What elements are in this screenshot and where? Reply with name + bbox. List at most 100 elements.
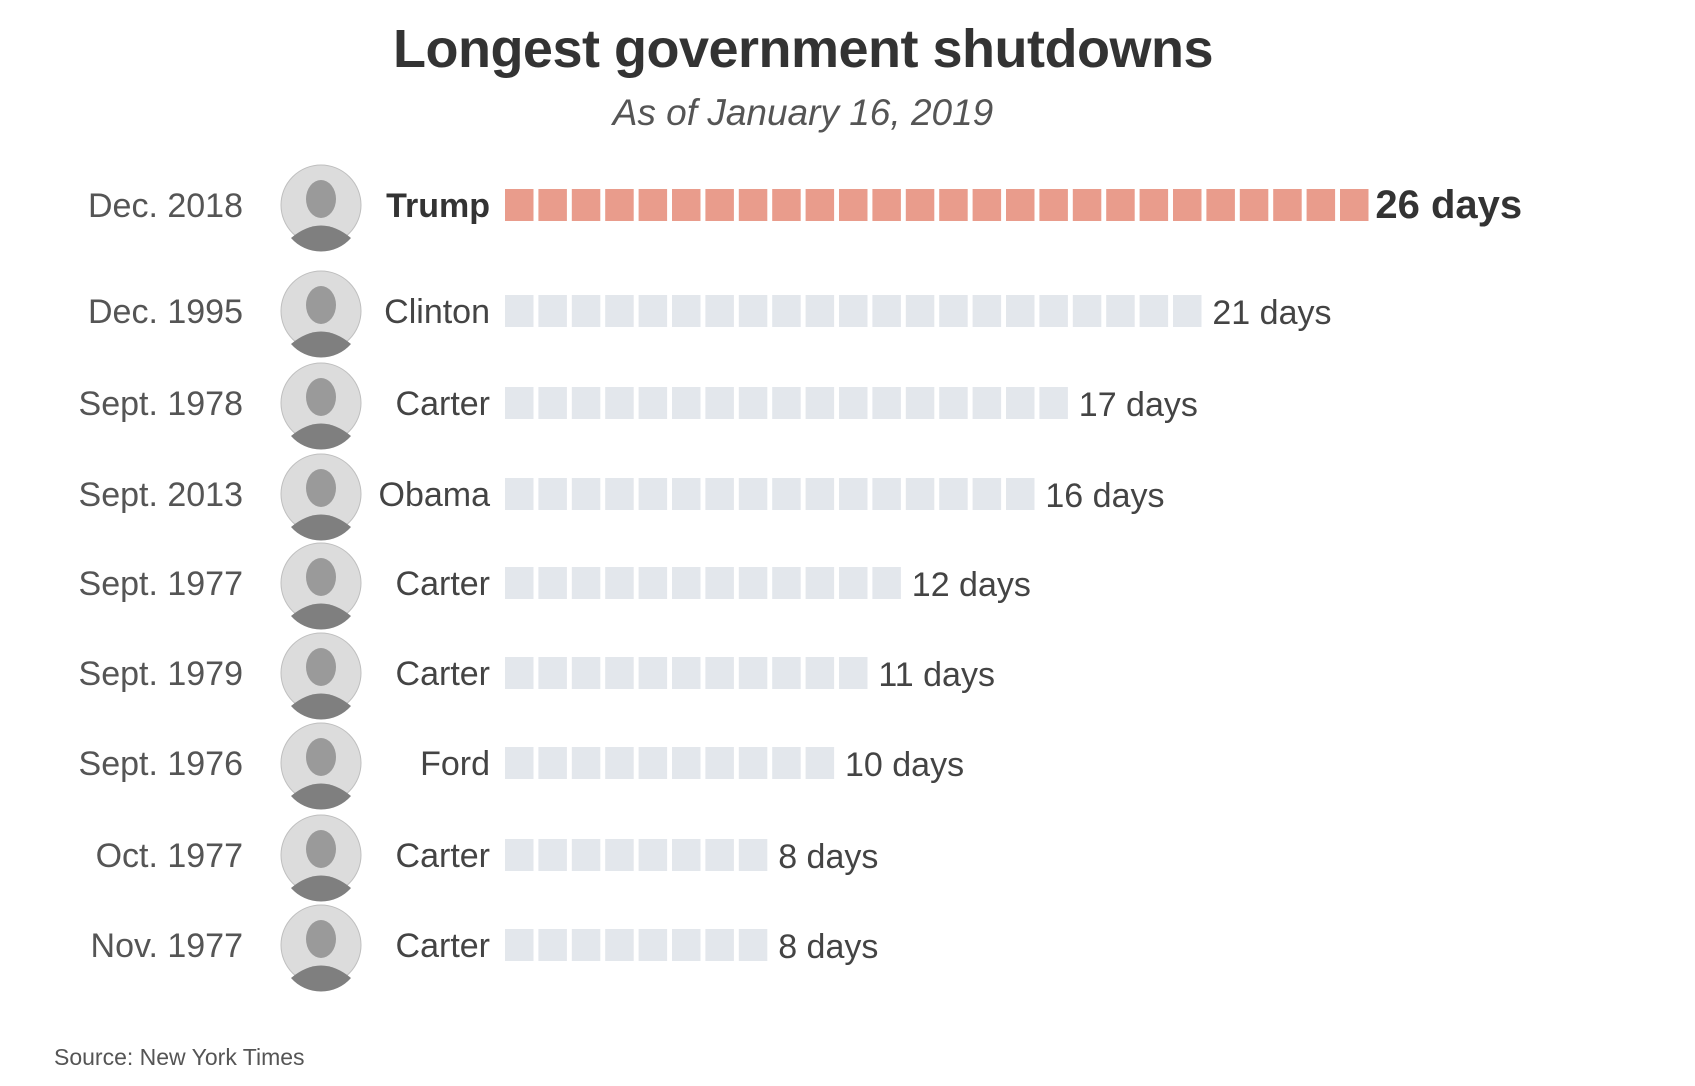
- day-block: [738, 189, 768, 221]
- bar-row: Dec. 2018 Trump 26 days: [88, 164, 1522, 252]
- portrait-shoulders: [291, 783, 351, 810]
- bar-row: Dec. 1995 Clinton 21 days: [88, 270, 1331, 358]
- day-block: [705, 839, 734, 871]
- day-block: [1006, 478, 1035, 510]
- portrait-head: [306, 920, 336, 958]
- portrait-shoulders: [291, 603, 351, 630]
- source-note: Source: New York Times: [54, 1044, 305, 1070]
- day-block: [972, 478, 1002, 510]
- portrait-head: [306, 738, 336, 776]
- president-portrait: [280, 632, 362, 720]
- day-block: [1273, 189, 1302, 221]
- day-block: [1072, 295, 1102, 327]
- day-block: [571, 747, 601, 779]
- day-block: [1106, 295, 1135, 327]
- day-block: [571, 567, 601, 599]
- day-block: [972, 295, 1002, 327]
- bar-row: Sept. 2013 Obama 16 days: [79, 453, 1164, 541]
- day-block: [705, 387, 734, 419]
- day-block: [638, 567, 668, 599]
- president-portrait: [280, 542, 362, 630]
- president-name: Carter: [396, 565, 490, 603]
- day-block: [805, 567, 835, 599]
- day-block: [1006, 295, 1035, 327]
- bar-row: Oct. 1977 Carter 8 days: [96, 814, 878, 902]
- day-block: [571, 657, 601, 689]
- day-block: [605, 295, 634, 327]
- row-date-label: Dec. 2018: [88, 187, 243, 225]
- portrait-shoulders: [291, 225, 351, 252]
- president-name: Trump: [386, 187, 490, 225]
- president-name: Clinton: [384, 293, 490, 331]
- day-block: [738, 747, 768, 779]
- row-date-label: Sept. 1978: [79, 385, 243, 423]
- president-portrait: [280, 164, 362, 252]
- day-block: [538, 747, 567, 779]
- day-block: [505, 839, 534, 871]
- day-block: [571, 295, 601, 327]
- row-date-label: Sept. 2013: [79, 476, 243, 514]
- value-label: 10 days: [845, 746, 964, 784]
- portrait-head: [306, 286, 336, 324]
- day-block: [772, 189, 801, 221]
- day-block: [638, 929, 668, 961]
- day-block: [538, 295, 567, 327]
- day-block: [972, 189, 1002, 221]
- value-label: 8 days: [778, 838, 878, 876]
- president-portrait: [280, 270, 362, 358]
- day-block: [805, 295, 835, 327]
- day-block: [672, 747, 701, 779]
- day-block: [772, 567, 801, 599]
- day-block: [905, 295, 935, 327]
- value-label: 11 days: [878, 656, 995, 694]
- day-block: [839, 478, 868, 510]
- row-date-label: Sept. 1977: [79, 565, 243, 603]
- president-portrait: [280, 362, 362, 450]
- day-block: [805, 478, 835, 510]
- portrait-shoulders: [291, 965, 351, 992]
- day-block: [605, 929, 634, 961]
- president-name: Obama: [379, 476, 491, 514]
- day-block: [605, 839, 634, 871]
- day-block: [505, 657, 534, 689]
- day-block: [605, 478, 634, 510]
- day-block: [839, 387, 868, 419]
- day-block: [605, 189, 634, 221]
- value-label: 17 days: [1079, 386, 1198, 424]
- day-block: [1006, 189, 1035, 221]
- row-date-label: Nov. 1977: [91, 927, 243, 965]
- portrait-shoulders: [291, 331, 351, 358]
- day-block: [872, 478, 901, 510]
- day-block: [505, 387, 534, 419]
- day-block: [605, 747, 634, 779]
- day-block: [905, 478, 935, 510]
- day-block: [1106, 189, 1135, 221]
- day-block: [605, 387, 634, 419]
- day-block: [939, 189, 968, 221]
- day-block: [738, 567, 768, 599]
- day-block: [571, 478, 601, 510]
- president-name: Ford: [420, 745, 490, 783]
- row-date-label: Oct. 1977: [96, 837, 243, 875]
- day-block: [672, 929, 701, 961]
- value-label: 21 days: [1212, 294, 1331, 332]
- day-block: [705, 189, 734, 221]
- portrait-head: [306, 469, 336, 507]
- day-block: [772, 295, 801, 327]
- day-block: [505, 478, 534, 510]
- day-block: [1039, 387, 1068, 419]
- day-block: [571, 929, 601, 961]
- day-block: [672, 567, 701, 599]
- day-block: [738, 657, 768, 689]
- president-name: Carter: [396, 655, 490, 693]
- day-block: [605, 567, 634, 599]
- day-block: [605, 657, 634, 689]
- day-block: [905, 189, 935, 221]
- day-block: [505, 929, 534, 961]
- day-block: [1173, 189, 1202, 221]
- value-label: 12 days: [912, 566, 1031, 604]
- value-label: 8 days: [778, 928, 878, 966]
- portrait-shoulders: [291, 423, 351, 450]
- day-block: [1340, 189, 1369, 221]
- value-label: 26 days: [1375, 183, 1522, 227]
